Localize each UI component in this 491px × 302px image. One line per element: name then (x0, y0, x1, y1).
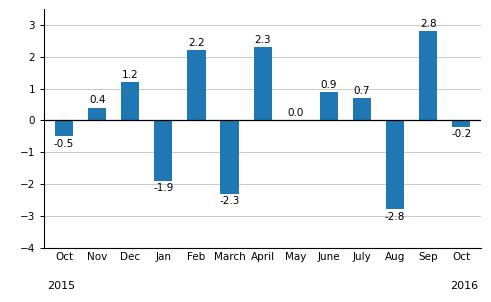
Text: 2.8: 2.8 (420, 19, 436, 29)
Text: 0.4: 0.4 (89, 95, 106, 105)
Bar (452, 120, 470, 127)
Text: -2.3: -2.3 (219, 196, 240, 206)
Text: -0.5: -0.5 (54, 139, 74, 149)
Bar (121, 82, 139, 120)
Bar (386, 120, 404, 210)
Bar (55, 120, 73, 136)
Text: 0.7: 0.7 (354, 86, 370, 96)
Text: -2.8: -2.8 (385, 212, 405, 222)
Text: 2015: 2015 (48, 281, 76, 291)
Text: -1.9: -1.9 (153, 183, 173, 193)
Bar (188, 50, 206, 120)
Text: 2.2: 2.2 (188, 38, 205, 48)
Text: 0.9: 0.9 (321, 79, 337, 89)
Text: -0.2: -0.2 (451, 129, 471, 139)
Text: 2016: 2016 (450, 281, 478, 291)
Text: 2.3: 2.3 (254, 35, 271, 45)
Bar (353, 98, 371, 120)
Bar (154, 120, 172, 181)
Text: 1.2: 1.2 (122, 70, 138, 80)
Text: 0.0: 0.0 (288, 108, 304, 118)
Bar (88, 108, 106, 120)
Bar (220, 120, 239, 194)
Bar (419, 31, 437, 120)
Bar (320, 92, 338, 120)
Bar (253, 47, 272, 120)
